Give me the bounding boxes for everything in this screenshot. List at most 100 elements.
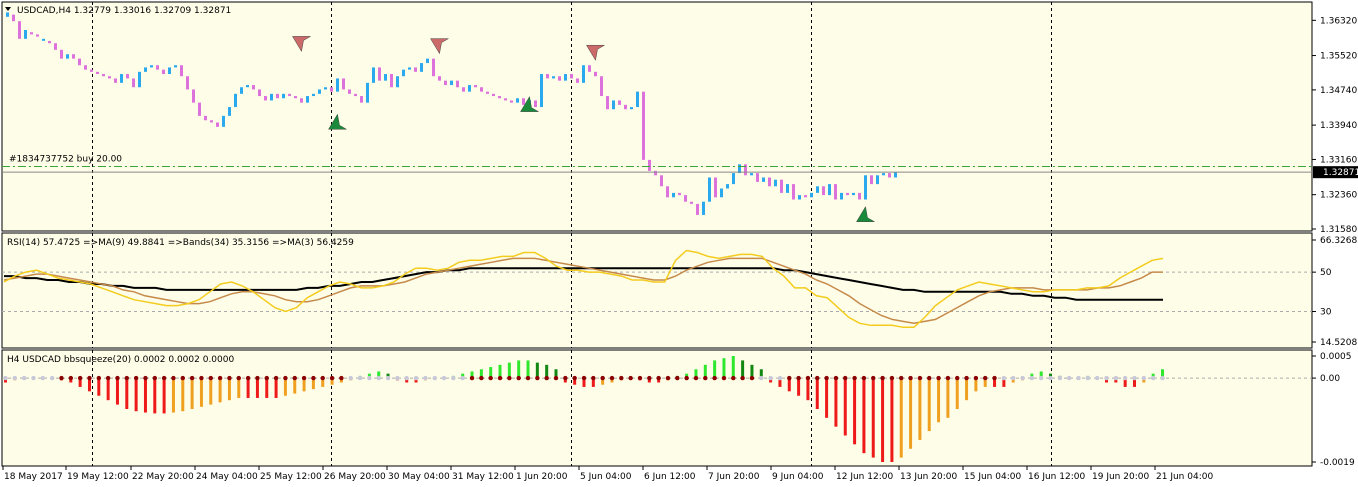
squeeze-bar	[283, 378, 287, 396]
price-bar	[324, 87, 327, 90]
squeeze-dot	[535, 375, 540, 381]
price-bar	[822, 186, 825, 196]
price-bar	[864, 175, 867, 200]
price-bar	[720, 188, 723, 198]
price-tick-label: 1.36320	[1320, 16, 1357, 26]
squeeze-dot	[656, 375, 661, 381]
price-bar	[804, 195, 807, 198]
squeeze-dot	[516, 375, 521, 381]
squeeze-dot	[1094, 375, 1100, 381]
squeeze-bar	[946, 378, 950, 418]
squeeze-bar	[414, 378, 418, 383]
squeeze-dot	[581, 375, 587, 381]
squeeze-bar	[825, 378, 829, 418]
price-bar	[540, 74, 543, 108]
price-bar	[138, 71, 141, 88]
price-bar	[228, 107, 231, 116]
price-bar	[264, 96, 267, 101]
price-bar	[762, 177, 765, 182]
squeeze-dot	[1132, 375, 1137, 381]
squeeze-dot	[133, 375, 139, 381]
squeeze-bar	[97, 378, 101, 396]
price-bar	[396, 76, 399, 88]
squeeze-bar	[965, 378, 969, 401]
squeeze-dot	[880, 375, 885, 381]
squeeze-bar	[563, 378, 567, 383]
time-tick-label: 6 Jun 12:00	[644, 472, 696, 482]
squeeze-dot	[703, 375, 708, 381]
squeeze-dot	[404, 375, 409, 381]
squeeze-bar	[890, 378, 894, 462]
squeeze-bar	[899, 378, 903, 458]
price-bar	[342, 78, 345, 90]
price-bar	[666, 186, 669, 198]
price-bar	[774, 179, 777, 187]
squeeze-bar	[162, 378, 166, 414]
squeeze-dot	[283, 375, 288, 381]
price-bar	[174, 65, 177, 68]
price-bar	[360, 96, 363, 103]
squeeze-bar	[78, 378, 82, 387]
squeeze-bar	[1123, 378, 1127, 387]
price-bar	[684, 195, 687, 202]
squeeze-dot	[833, 375, 839, 381]
squeeze-dot	[367, 375, 372, 381]
price-bar	[120, 74, 123, 83]
price-bar	[234, 93, 237, 108]
sell-arrow-icon	[292, 36, 312, 53]
time-tick-label: 25 May 12:00	[260, 472, 322, 482]
time-tick-label: 26 May 20:00	[324, 472, 386, 482]
squeeze-bar	[115, 378, 119, 405]
squeeze-bar	[479, 369, 483, 379]
price-bar	[12, 14, 15, 22]
squeeze-bar	[862, 378, 866, 454]
squeeze-dot	[824, 375, 829, 381]
price-bar	[282, 93, 285, 99]
price-bar	[636, 91, 639, 108]
price-bar	[408, 67, 411, 70]
price-bar	[72, 54, 75, 59]
price-bar	[768, 177, 771, 187]
squeeze-bar	[1011, 378, 1015, 383]
squeeze-panel[interactable]	[2, 356, 1312, 462]
squeeze-dot	[1150, 375, 1156, 381]
current-price-tag-bg	[1313, 166, 1358, 179]
squeeze-dot	[861, 375, 867, 381]
squeeze-bar	[507, 362, 511, 379]
squeeze-bar	[1151, 373, 1155, 379]
price-bar	[312, 93, 315, 97]
price-bar	[480, 87, 483, 92]
price-bar	[642, 91, 645, 160]
squeeze-dot	[59, 375, 64, 381]
price-bar	[516, 98, 519, 103]
squeeze-dot	[423, 375, 428, 381]
squeeze-dot	[917, 375, 923, 381]
squeeze-dot	[255, 375, 260, 381]
price-bar	[60, 49, 63, 59]
squeeze-dot	[796, 375, 801, 381]
price-bar	[276, 93, 279, 99]
price-panel[interactable]	[2, 7, 1312, 222]
squeeze-bar	[778, 378, 782, 387]
squeeze-bar	[685, 373, 689, 379]
squeeze-bar	[87, 378, 91, 392]
squeeze-dot	[469, 375, 475, 381]
squeeze-label: H4 USDCAD bbsqueeze(20) 0.0002 0.0002 0.…	[7, 355, 234, 365]
squeeze-dot	[273, 375, 279, 381]
price-bar	[618, 100, 621, 105]
price-bar	[246, 85, 249, 88]
price-bar	[24, 30, 27, 39]
squeeze-bar	[713, 360, 717, 379]
squeeze-bar	[1030, 373, 1034, 379]
price-bar	[792, 184, 795, 200]
rsi-panel[interactable]	[2, 249, 1312, 329]
squeeze-bar	[741, 360, 745, 379]
squeeze-dot	[189, 375, 195, 381]
price-bar	[378, 67, 381, 81]
price-bar	[336, 78, 339, 92]
price-bar	[858, 192, 861, 200]
squeeze-dot	[217, 375, 223, 381]
price-bar	[828, 184, 831, 196]
price-bar	[432, 58, 435, 77]
